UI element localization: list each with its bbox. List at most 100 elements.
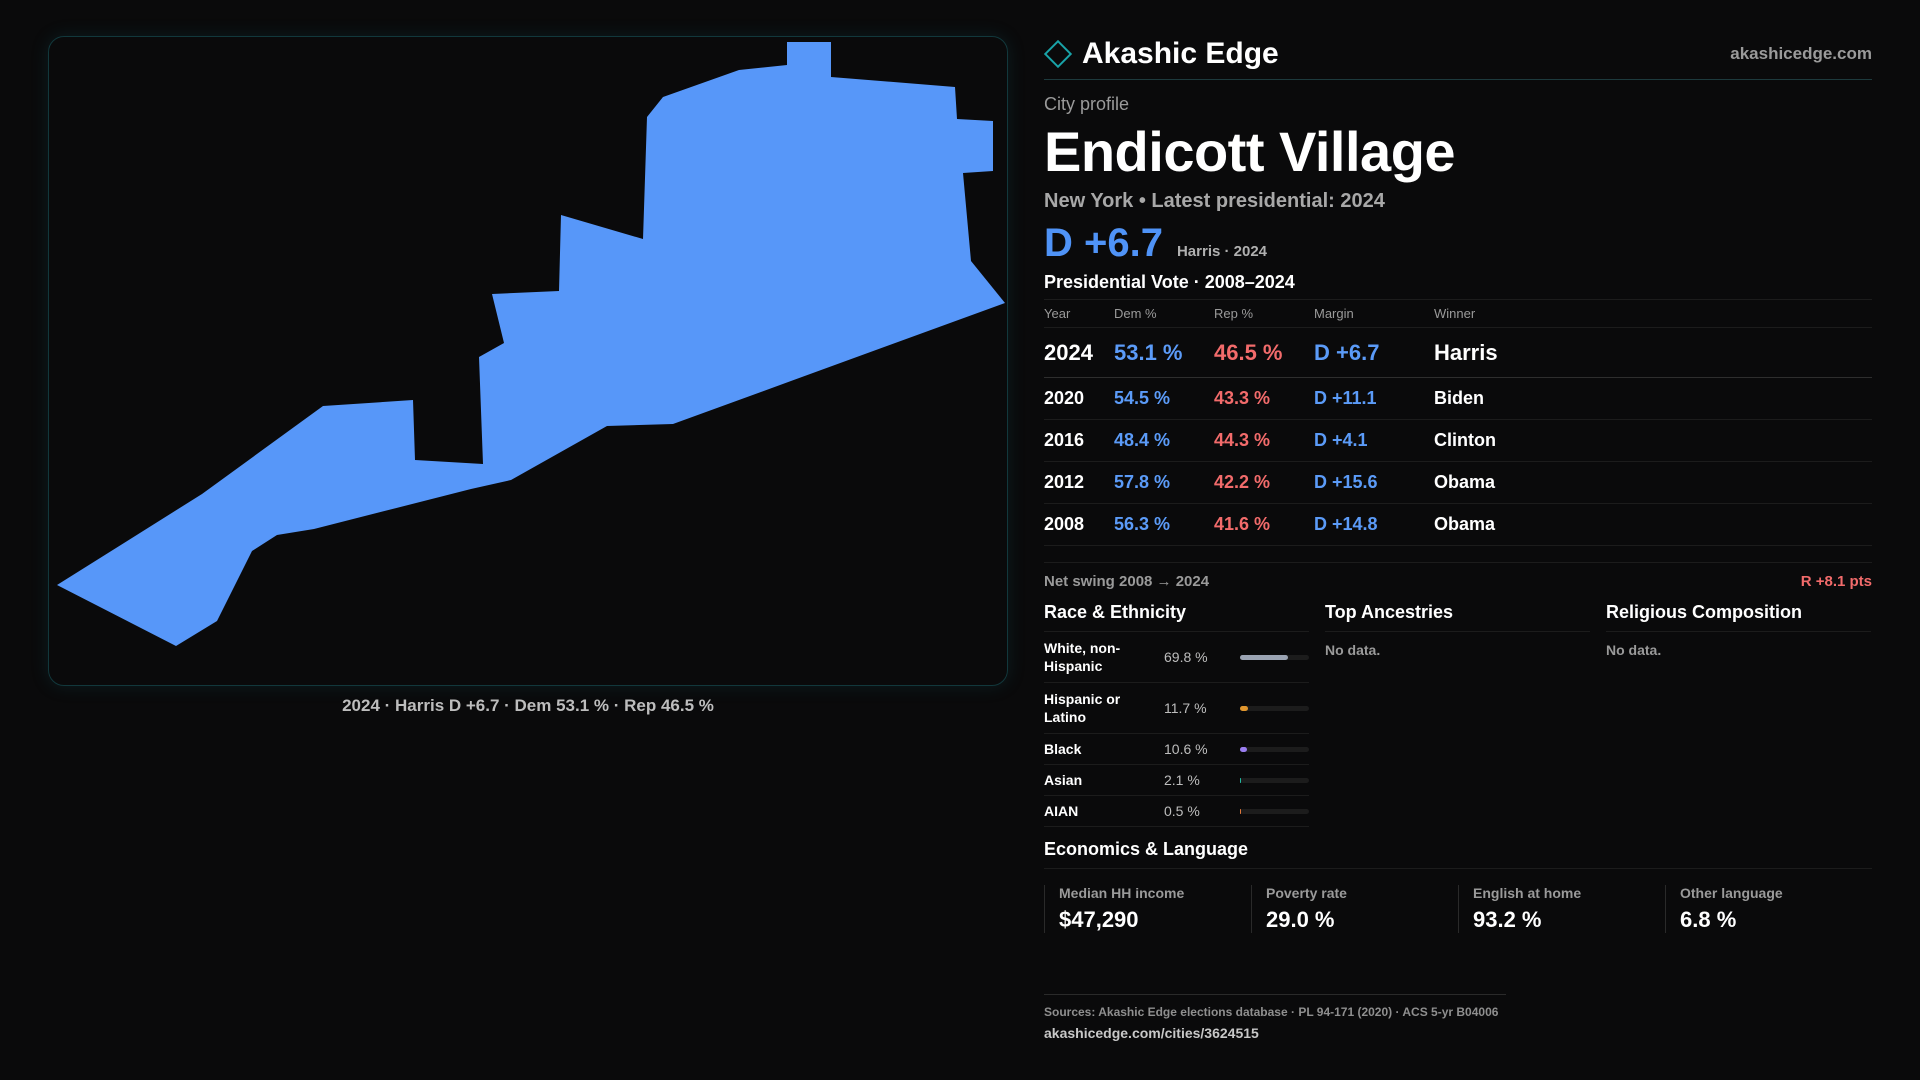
race-label: Hispanic or Latino (1044, 691, 1121, 725)
column-header-margin: Margin (1314, 299, 1434, 328)
cell-rep: 46.5 % (1214, 327, 1314, 378)
list-item: Hispanic or Latino 11.7 % (1044, 683, 1309, 734)
page-header: Akashic Edge akashicedge.com (1043, 36, 1872, 80)
stat-poverty-rate: Poverty rate 29.0 % (1251, 885, 1458, 933)
stat-label: Median HH income (1059, 885, 1185, 901)
table-row: 2024 53.1 % 46.5 % D +6.7 Harris (1044, 327, 1872, 378)
sources-note: Sources: Akashic Edge elections database… (1044, 1005, 1499, 1019)
religious-composition-card: Religious Composition No data. (1606, 602, 1871, 827)
page-title: Endicott Village (1044, 120, 1456, 183)
latest-margin-value: D +6.7 (1044, 221, 1163, 265)
page-url-link[interactable]: akashicedge.com/cities/3624515 (1044, 1025, 1259, 1041)
economics-language-title: Economics & Language (1044, 839, 1872, 869)
religious-composition-title: Religious Composition (1606, 602, 1871, 632)
cell-year: 2016 (1044, 419, 1114, 462)
race-bar-fill (1240, 705, 1249, 711)
city-boundary-shape (57, 42, 1005, 646)
race-bar (1240, 746, 1309, 752)
diamond-outline-icon (1043, 39, 1073, 68)
column-header-rep: Rep % (1214, 299, 1314, 328)
cell-dem: 48.4 % (1114, 419, 1214, 462)
latest-margin: D +6.7 Harris · 2024 (1044, 221, 1872, 266)
table-header-row: Year Dem % Rep % Margin Winner (1044, 299, 1872, 328)
column-header-winner: Winner (1434, 299, 1872, 328)
profile-eyebrow: City profile (1044, 94, 1130, 114)
race-bar (1240, 705, 1309, 711)
city-profile-panel: Akashic Edge akashicedge.com City profil… (1043, 36, 1872, 933)
demographics-section: Race & Ethnicity White, non-Hispanic 69.… (1044, 602, 1872, 827)
presidential-vote-title: Presidential Vote · 2008–2024 (1044, 272, 1295, 292)
race-ethnicity-card: Race & Ethnicity White, non-Hispanic 69.… (1044, 602, 1309, 827)
stat-median-income: Median HH income $47,290 (1044, 885, 1251, 933)
column-header-dem: Dem % (1114, 299, 1214, 328)
table-row: 2012 57.8 % 42.2 % D +15.6 Obama (1044, 461, 1872, 504)
race-value: 69.8 % (1164, 649, 1208, 665)
cell-dem: 53.1 % (1114, 327, 1214, 378)
race-bar (1240, 654, 1309, 660)
cell-winner: Biden (1434, 377, 1872, 420)
page-footer: Sources: Akashic Edge elections database… (1044, 994, 1506, 1041)
stat-value: 29.0 % (1266, 907, 1335, 932)
cell-margin: D +14.8 (1314, 503, 1434, 546)
economics-language-section: Economics & Language Median HH income $4… (1044, 839, 1872, 933)
list-item: White, non-Hispanic 69.8 % (1044, 632, 1309, 683)
stat-value: 6.8 % (1680, 907, 1737, 932)
top-ancestries-empty: No data. (1325, 642, 1381, 658)
economics-grid: Median HH income $47,290 Poverty rate 29… (1044, 885, 1872, 933)
city-boundary-map (48, 36, 1008, 686)
cell-winner: Harris (1434, 327, 1872, 378)
race-bar-fill (1240, 654, 1289, 660)
cell-rep: 41.6 % (1214, 503, 1314, 546)
race-value: 11.7 % (1164, 700, 1207, 716)
cell-year: 2012 (1044, 461, 1114, 504)
list-item: Asian 2.1 % (1044, 765, 1309, 796)
list-item: AIAN 0.5 % (1044, 796, 1309, 827)
cell-margin: D +11.1 (1314, 377, 1434, 420)
cell-year: 2024 (1044, 327, 1114, 378)
race-bar (1240, 777, 1309, 783)
race-value: 0.5 % (1164, 803, 1200, 819)
latest-margin-note: Harris · 2024 (1176, 243, 1268, 260)
list-item: Black 10.6 % (1044, 734, 1309, 765)
stat-english-at-home: English at home 93.2 % (1458, 885, 1665, 933)
religious-composition-empty: No data. (1606, 642, 1662, 658)
table-row: 2008 56.3 % 41.6 % D +14.8 Obama (1044, 503, 1872, 546)
race-label: Black (1044, 741, 1082, 757)
race-value: 10.6 % (1164, 741, 1208, 757)
cell-rep: 44.3 % (1214, 419, 1314, 462)
race-label: Asian (1044, 772, 1083, 788)
brand-name[interactable]: Akashic Edge (1082, 36, 1279, 70)
net-swing-value: R +8.1 pts (1800, 573, 1872, 590)
cell-rep: 42.2 % (1214, 461, 1314, 504)
cell-dem: 54.5 % (1114, 377, 1214, 420)
presidential-vote-table: Year Dem % Rep % Margin Winner 2024 53.1… (1044, 299, 1872, 546)
race-label: White, non-Hispanic (1044, 640, 1121, 674)
cell-margin: D +4.1 (1314, 419, 1434, 462)
map-caption: 2024 · Harris D +6.7 · Dem 53.1 % · Rep … (342, 696, 714, 715)
net-swing-label: Net swing 2008 → 2024 (1044, 573, 1210, 590)
race-value: 2.1 % (1164, 772, 1200, 788)
race-bar-fill (1240, 777, 1242, 783)
table-row: 2016 48.4 % 44.3 % D +4.1 Clinton (1044, 419, 1872, 462)
cell-year: 2008 (1044, 503, 1114, 546)
cell-dem: 56.3 % (1114, 503, 1214, 546)
net-swing: Net swing 2008 → 2024 R +8.1 pts (1044, 562, 1872, 590)
cell-dem: 57.8 % (1114, 461, 1214, 504)
top-ancestries-title: Top Ancestries (1325, 602, 1590, 632)
table-row: 2020 54.5 % 43.3 % D +11.1 Biden (1044, 377, 1872, 420)
cell-margin: D +6.7 (1314, 327, 1434, 378)
race-bar-fill (1240, 746, 1248, 752)
stat-value: $47,290 (1059, 907, 1139, 932)
race-bar-fill (1240, 808, 1242, 814)
cell-margin: D +15.6 (1314, 461, 1434, 504)
cell-winner: Obama (1434, 461, 1872, 504)
race-label: AIAN (1044, 803, 1079, 819)
stat-label: Poverty rate (1266, 885, 1347, 901)
site-link[interactable]: akashicedge.com (1730, 43, 1872, 63)
profile-subline: New York • Latest presidential: 2024 (1044, 190, 1385, 212)
stat-value: 93.2 % (1473, 907, 1542, 932)
race-bar (1240, 808, 1309, 814)
race-ethnicity-title: Race & Ethnicity (1044, 602, 1309, 632)
cell-winner: Clinton (1434, 419, 1872, 462)
stat-other-language: Other language 6.8 % (1665, 885, 1872, 933)
